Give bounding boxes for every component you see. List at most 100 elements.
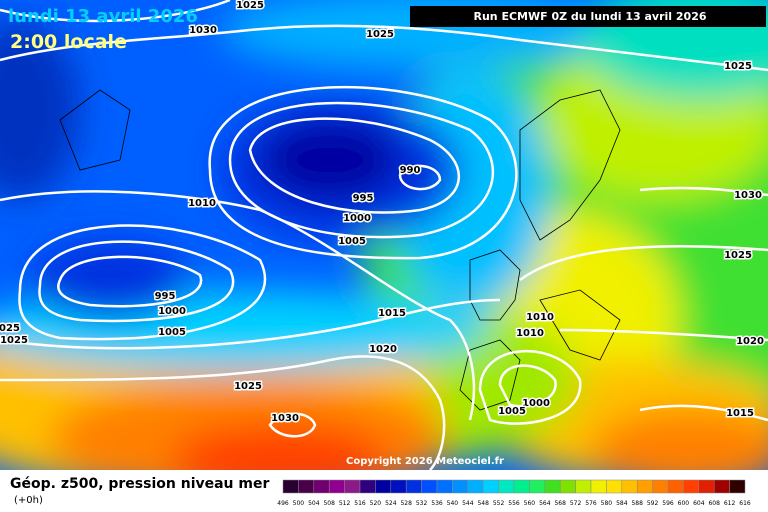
scale-swatch — [390, 479, 407, 494]
map-field — [0, 0, 768, 470]
scale-swatch — [698, 479, 715, 494]
scale-label: 604 — [693, 500, 705, 507]
time-label: 2:00 locale — [10, 31, 127, 53]
isobar-label: 1025 — [724, 250, 752, 261]
scale-label: 572 — [570, 500, 582, 507]
scale-swatch — [606, 479, 623, 494]
isobar-label: 1005 — [498, 406, 526, 417]
scale-label: 600 — [678, 500, 690, 507]
isobar-label: 1025 — [236, 0, 264, 11]
scale-label: 540 — [447, 500, 459, 507]
scale-label: 608 — [708, 500, 720, 507]
footer-subtitle: (+0h) — [14, 495, 43, 506]
scale-label: 616 — [739, 500, 751, 507]
scale-label: 512 — [339, 500, 351, 507]
scale-label: 580 — [601, 500, 613, 507]
scale-label: 588 — [631, 500, 643, 507]
isobar-label: 990 — [400, 165, 421, 176]
scale-swatch — [298, 479, 315, 494]
scale-label: 552 — [493, 500, 505, 507]
scale-label: 584 — [616, 500, 628, 507]
isobar-label: 1020 — [369, 344, 397, 355]
isobar-label: 995 — [353, 193, 374, 204]
scale-swatch — [498, 479, 515, 494]
scale-swatch — [359, 479, 376, 494]
scale-swatch — [436, 479, 453, 494]
isobar-label: 1030 — [189, 25, 217, 36]
scale-swatch — [467, 479, 484, 494]
isobar-label: 1025 — [0, 323, 20, 334]
scale-label: 508 — [323, 500, 335, 507]
run-banner — [410, 6, 766, 27]
scale-label: 536 — [431, 500, 443, 507]
scale-label: 524 — [385, 500, 397, 507]
isobar-label: 1000 — [522, 398, 550, 409]
isobar-label: 1025 — [366, 29, 394, 40]
scale-swatch — [559, 479, 576, 494]
run-label: Run ECMWF 0Z du lundi 13 avril 2026 — [473, 10, 706, 23]
scale-swatch — [667, 479, 684, 494]
isobar-label: 1000 — [343, 213, 371, 224]
footer-title: Géop. z500, pression niveau mer — [10, 476, 269, 492]
isobar-label: 1010 — [516, 328, 544, 339]
color-scale: 496 500 504 508 512 516 520 524 528 532 536 540 544 5… — [277, 479, 751, 507]
copyright: Copyright 2026 Meteociel.fr — [346, 456, 504, 467]
scale-swatch — [421, 479, 438, 494]
date-label: lundi 13 avril 2026 — [8, 6, 198, 27]
scale-swatch — [452, 479, 469, 494]
isobar-label: 1010 — [526, 312, 554, 323]
scale-swatch — [513, 479, 530, 494]
scale-swatch — [575, 479, 592, 494]
scale-label: 596 — [662, 500, 674, 507]
scale-label: 576 — [585, 500, 597, 507]
scale-swatch — [544, 479, 561, 494]
isobars — [0, 0, 768, 470]
scale-label: 548 — [477, 500, 489, 507]
scale-swatch — [282, 479, 299, 494]
coastlines — [59, 89, 621, 411]
scale-swatch — [328, 479, 345, 494]
scale-swatch — [482, 479, 499, 494]
scale-swatch — [713, 479, 730, 494]
scale-label: 532 — [416, 500, 428, 507]
scale-label: 544 — [462, 500, 474, 507]
scale-swatch — [405, 479, 422, 494]
scale-swatch — [344, 479, 361, 494]
scale-label: 560 — [524, 500, 536, 507]
isobar-label: 1010 — [188, 198, 216, 209]
scale-label: 516 — [354, 500, 366, 507]
isobar-label: 995 — [155, 291, 176, 302]
scale-label: 556 — [508, 500, 520, 507]
isobar-label: 1005 — [158, 327, 186, 338]
scale-label: 500 — [293, 500, 305, 507]
scale-label: 504 — [308, 500, 320, 507]
isobar-label: 1005 — [338, 236, 366, 247]
isobar-label: 1025 — [234, 381, 262, 392]
isobar-label: 1025 — [0, 335, 28, 346]
scale-swatch — [621, 479, 638, 494]
scale-label: 520 — [370, 500, 382, 507]
isobar-label: 1030 — [734, 190, 762, 201]
isobar-label: 1030 — [271, 413, 299, 424]
scale-label: 592 — [647, 500, 659, 507]
isobar-label: 1015 — [378, 308, 406, 319]
scale-label: 564 — [539, 500, 551, 507]
scale-label: 528 — [400, 500, 412, 507]
scale-swatch — [375, 479, 392, 494]
isobar-label: 1015 — [726, 408, 754, 419]
scale-swatch — [683, 479, 700, 494]
isobar-label: 1025 — [724, 61, 752, 72]
scale-label: 496 — [277, 500, 289, 507]
scale-swatch — [529, 479, 546, 494]
scale-swatch — [313, 479, 330, 494]
scale-swatch — [590, 479, 607, 494]
scale-label: 568 — [554, 500, 566, 507]
scale-swatch — [729, 479, 746, 494]
isobar-label: 1020 — [736, 336, 764, 347]
scale-swatch — [652, 479, 669, 494]
scale-label: 612 — [724, 500, 736, 507]
scale-swatch — [636, 479, 653, 494]
isobar-label: 1000 — [158, 306, 186, 317]
